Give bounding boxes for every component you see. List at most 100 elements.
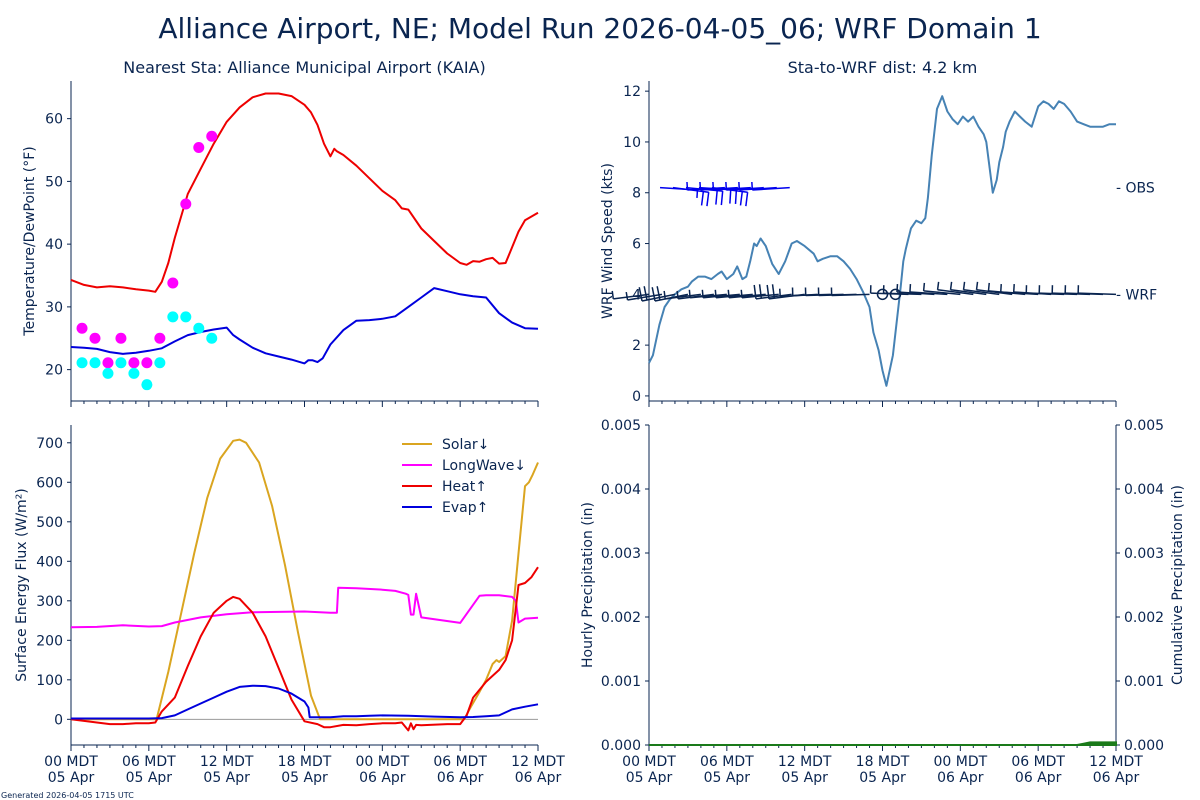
obs-point bbox=[193, 142, 205, 154]
x-tick-label: 06 Apr bbox=[1015, 770, 1062, 786]
obs-point bbox=[89, 357, 101, 369]
x-tick-label: 06 MDT bbox=[1011, 754, 1065, 770]
solar--line bbox=[71, 438, 539, 721]
obs-point bbox=[115, 357, 127, 369]
wind-barb-staff bbox=[896, 291, 935, 296]
obs-temperature bbox=[76, 130, 218, 369]
obs-point bbox=[128, 357, 140, 369]
legend: Solar↓ LongWave↓ Heat↑ Evap↑ bbox=[402, 437, 526, 516]
wind-barb-flag bbox=[936, 281, 940, 290]
y-tick-label: 600 bbox=[36, 475, 63, 491]
y-tick-label: 0.003 bbox=[601, 546, 641, 562]
wind-barb-flag bbox=[700, 191, 705, 206]
obs-wind-barbs bbox=[659, 181, 790, 207]
wind-barb-flag bbox=[701, 289, 704, 298]
legend-label: Heat↑ bbox=[442, 479, 487, 495]
x-tick-label: 12 MDT bbox=[778, 754, 832, 770]
right-y-tick-label: 0.002 bbox=[1124, 610, 1164, 626]
y-tick-label: 60 bbox=[45, 112, 63, 128]
x-tick-label: 00 MDT bbox=[44, 754, 98, 770]
obs-point bbox=[167, 277, 179, 289]
right-y-tick-label: 0.001 bbox=[1124, 674, 1164, 690]
x-tick-label: 06 MDT bbox=[122, 754, 176, 770]
obs-point bbox=[206, 332, 218, 344]
wind-barb-staff bbox=[937, 289, 974, 296]
legend-label: Evap↑ bbox=[442, 500, 488, 516]
x-tick-label: 06 Apr bbox=[359, 770, 406, 786]
obs-point bbox=[102, 357, 114, 369]
legend-label: Solar↓ bbox=[442, 437, 489, 453]
obs-point bbox=[128, 367, 140, 379]
wrf-wind-speed-line bbox=[648, 95, 1116, 387]
obs-point bbox=[180, 198, 192, 210]
x-tick-label: 00 MDT bbox=[933, 754, 987, 770]
y-axis-label: WRF Wind Speed (kts) bbox=[600, 163, 616, 319]
heat--line bbox=[70, 566, 539, 732]
y-tick-label: 300 bbox=[36, 594, 63, 610]
wind-barb-flag bbox=[771, 284, 776, 299]
x-tick-label: 06 Apr bbox=[515, 770, 562, 786]
precip-panel: 0.000 0.000 0.001 0.001 0.002 0.002 0.003 0.003… bbox=[580, 418, 1186, 786]
wind-barb-staff bbox=[831, 293, 870, 297]
obs-point bbox=[167, 311, 179, 323]
y-tick-label: 20 bbox=[45, 363, 63, 379]
y-tick-label: 0.004 bbox=[601, 482, 641, 498]
wind-barb-flag bbox=[715, 190, 718, 205]
wind-barb-staff bbox=[665, 293, 701, 300]
wind-barb-staff bbox=[713, 186, 751, 191]
wind-barb-staff bbox=[752, 186, 790, 191]
x-tick-label: 05 Apr bbox=[48, 770, 95, 786]
y-axis-label: Temperature/DewPoint (°F) bbox=[22, 146, 38, 336]
wind-barb-flag bbox=[727, 289, 730, 298]
wind-barb-flag bbox=[766, 284, 770, 299]
x-tick-label: 18 MDT bbox=[856, 754, 910, 770]
wind-barb-flag bbox=[949, 281, 953, 290]
y-tick-label: 0.002 bbox=[601, 610, 641, 626]
wind-barb-staff bbox=[909, 291, 948, 296]
wind-barb-flag bbox=[987, 282, 990, 291]
y-tick-label: 40 bbox=[45, 237, 63, 253]
wind-barb-staff bbox=[923, 290, 961, 296]
wind-title: Sta-to-WRF dist: 4.2 km bbox=[788, 58, 978, 77]
y-tick-label: 700 bbox=[36, 436, 63, 452]
y-tick-label: 0.000 bbox=[601, 738, 641, 754]
y-tick-label: 200 bbox=[36, 633, 63, 649]
y-tick-label: 6 bbox=[632, 237, 641, 253]
y-tick-label: 100 bbox=[36, 673, 63, 689]
wind-barb-staff bbox=[728, 293, 766, 299]
x-tick-label: 05 Apr bbox=[859, 770, 906, 786]
x-tick-label: 12 MDT bbox=[1089, 754, 1143, 770]
wind-barb-flag bbox=[611, 290, 615, 299]
wind-barb-flag bbox=[745, 192, 749, 207]
obs-dewpoint bbox=[76, 311, 218, 391]
obs-point bbox=[180, 311, 192, 323]
wind-barb-flag bbox=[706, 192, 710, 207]
wind-barb-flag bbox=[714, 289, 717, 298]
wind-barb-staff bbox=[690, 293, 727, 299]
temp-title: Nearest Sta: Alliance Municipal Airport … bbox=[123, 58, 485, 77]
wind-barb-staff bbox=[726, 186, 764, 191]
obs-point bbox=[102, 367, 114, 379]
wind-panel: Sta-to-WRF dist: 4.2 km024681012WRF Wind… bbox=[600, 58, 1157, 407]
obs-point bbox=[154, 357, 166, 369]
obs-point bbox=[154, 332, 166, 344]
wind-barb-staff bbox=[950, 289, 987, 296]
obs-point bbox=[141, 379, 153, 391]
right-y-axis-label: Cumulative Precipitation (in) bbox=[1170, 485, 1186, 685]
y-tick-label: 50 bbox=[45, 174, 63, 190]
x-tick-label: 06 Apr bbox=[437, 770, 484, 786]
wind-barb-flag bbox=[758, 284, 763, 299]
wrf-dewpoint-line bbox=[70, 287, 539, 365]
wind-barb-flag bbox=[975, 281, 979, 290]
wind-barb-flag bbox=[740, 289, 743, 298]
wind-barb-flag bbox=[729, 189, 732, 204]
wind-barb-staff bbox=[883, 292, 922, 296]
y-tick-label: 2 bbox=[632, 338, 641, 354]
x-tick-label: 18 MDT bbox=[278, 754, 332, 770]
x-tick-label: 05 Apr bbox=[281, 770, 328, 786]
y-tick-label: 10 bbox=[623, 135, 641, 151]
y-tick-label: 8 bbox=[632, 186, 641, 202]
x-tick-label: 00 MDT bbox=[355, 754, 409, 770]
wind-barb-flag bbox=[753, 284, 757, 299]
x-tick-label: 06 Apr bbox=[1093, 770, 1140, 786]
